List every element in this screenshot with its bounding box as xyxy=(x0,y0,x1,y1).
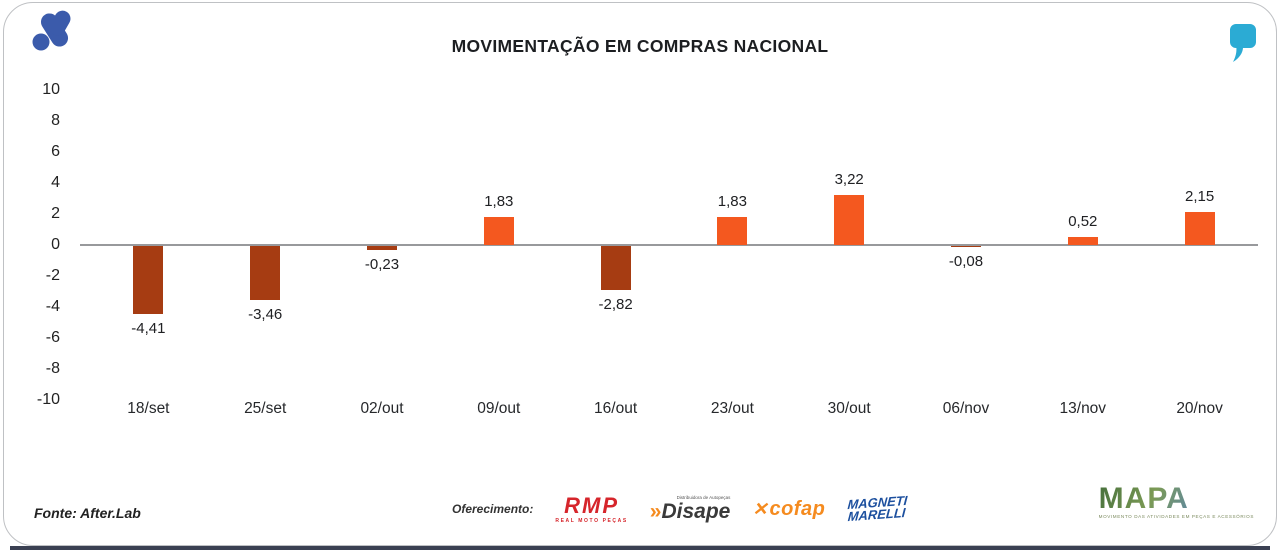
x-axis-label: 09/out xyxy=(477,400,521,417)
quote-mark-icon xyxy=(1230,24,1256,62)
y-axis-tick: 0 xyxy=(51,236,60,253)
x-axis-label: 18/set xyxy=(127,400,170,417)
mapa-logo: MAPA MOVIMENTO DAS ATIVIDADES EM PEÇAS E… xyxy=(1099,484,1254,520)
x-axis-label: 23/out xyxy=(710,400,754,417)
rmp-logo-subtext: REAL MOTO PEÇAS xyxy=(555,517,628,524)
source-note: Fonte: After.Lab xyxy=(34,505,141,521)
cofap-logo-text: cofap xyxy=(769,498,826,520)
disape-logo-text: Disape xyxy=(661,500,731,524)
cofap-x-icon: ✕ xyxy=(752,499,768,519)
bar-value-label: -0,08 xyxy=(948,253,984,271)
y-axis-tick: -6 xyxy=(45,329,60,346)
chart-card xyxy=(3,2,1277,546)
disape-logo-subtext: Distribuidora de Autopeças xyxy=(676,494,731,500)
x-axis-label: 25/set xyxy=(244,400,287,417)
x-axis-line xyxy=(80,244,1258,246)
bar xyxy=(1067,236,1098,245)
rmp-logo-text: RMP xyxy=(564,492,620,518)
x-axis-label: 06/nov xyxy=(942,400,990,417)
y-axis-tick: -4 xyxy=(45,298,60,315)
bar-value-label: 1,83 xyxy=(717,192,747,210)
bottom-accent-bar xyxy=(10,546,1270,550)
y-axis-tick: -8 xyxy=(45,360,60,377)
bar-value-label: 3,22 xyxy=(834,171,864,189)
y-axis-tick: 8 xyxy=(51,112,60,129)
mapa-logo-subtext: MOVIMENTO DAS ATIVIDADES EM PEÇAS E ACES… xyxy=(1098,514,1254,519)
x-axis-label: 16/out xyxy=(594,400,638,417)
y-axis-tick: -2 xyxy=(45,267,60,284)
disape-chevrons-icon: » xyxy=(649,500,662,524)
bar xyxy=(483,216,514,245)
y-axis-tick: 6 xyxy=(51,143,60,160)
magneti-line2: MARELLI xyxy=(847,504,907,525)
bar xyxy=(834,195,865,245)
bar xyxy=(367,246,397,250)
cofap-logo: ✕ cofap xyxy=(752,499,825,519)
mapa-logo-text: MAPA xyxy=(1099,484,1254,514)
sponsor-label: Oferecimento: xyxy=(452,502,534,516)
bar-value-label: 2,15 xyxy=(1184,187,1215,205)
y-axis-tick: 4 xyxy=(51,174,60,191)
rmp-logo: RMP REAL MOTO PEÇAS xyxy=(555,492,628,524)
afterlab-logo-icon xyxy=(32,10,71,51)
bar-value-label: -3,46 xyxy=(248,305,283,323)
bar xyxy=(250,246,281,300)
x-axis-label: 13/nov xyxy=(1059,400,1107,417)
y-axis-tick: 2 xyxy=(51,205,60,222)
chart-title: MOVIMENTAÇÃO EM COMPRAS NACIONAL xyxy=(451,36,829,56)
bar-value-label: -4,41 xyxy=(131,320,166,338)
disape-logo: Distribuidora de Autopeças »Disape xyxy=(649,494,731,524)
bar-value-label: 1,83 xyxy=(484,192,514,210)
bar xyxy=(600,246,631,290)
bar-value-label: -0,23 xyxy=(364,255,400,273)
bar xyxy=(951,246,981,248)
bar xyxy=(1184,211,1215,245)
magneti-marelli-logo: MAGNETI MARELLI xyxy=(847,492,908,525)
bar xyxy=(133,246,164,315)
y-axis-tick: -10 xyxy=(36,391,60,408)
x-axis-label: 02/out xyxy=(360,400,404,417)
bar-value-label: -2,82 xyxy=(598,295,633,313)
bar xyxy=(717,216,748,245)
y-axis-tick: 10 xyxy=(42,81,60,98)
x-axis-label: 30/out xyxy=(827,400,871,417)
x-axis-label: 20/nov xyxy=(1176,400,1223,417)
bar-value-label: 0,52 xyxy=(1068,212,1098,230)
sponsor-row: Oferecimento: RMP REAL MOTO PEÇAS Distri… xyxy=(452,487,908,531)
